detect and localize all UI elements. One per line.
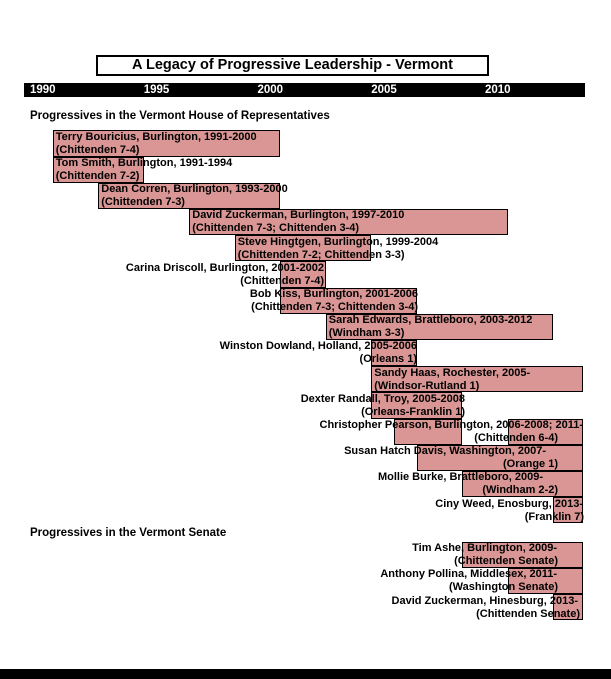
entry-label-line2: (Washington Senate) xyxy=(449,581,558,594)
timeline-bar xyxy=(553,497,583,524)
timeline-bar xyxy=(371,392,463,419)
entry-label-line2: (Chittenden 7-2; Chittenden 3-3) xyxy=(237,248,405,261)
entry-label-line1: Susan Hatch Davis, Washington, 2007- xyxy=(344,445,546,458)
entry-label-line1: Mollie Burke, Brattleboro, 2009- xyxy=(377,471,543,484)
section-header-senate: Progressives in the Vermont Senate xyxy=(30,527,227,539)
entry-label-line2: (Windsor-Rutland 1) xyxy=(374,379,480,392)
entry-label-line2: (Orleans 1) xyxy=(359,353,417,366)
timeline-bar xyxy=(280,287,417,314)
entry-label-line2: (Chittenden 7-3; Chittenden 3-4) xyxy=(192,222,360,235)
entry-label-line2: (Orange 1) xyxy=(502,458,558,471)
entry-label-line1: Ciny Weed, Enosburg, 2013- xyxy=(435,497,583,510)
entry-label-line1: Anthony Pollina, Middlesex, 2011- xyxy=(380,568,557,581)
timeline-bar xyxy=(52,130,281,157)
axis-year-label: 2005 xyxy=(371,84,397,96)
entry-label-line2: (Chittenden 6-4) xyxy=(474,432,558,444)
entry-label-line2: (Windham 3-3) xyxy=(328,327,405,340)
entry-label-line2: (Orleans-Franklin 1) xyxy=(361,405,465,418)
timeline-bar xyxy=(189,209,508,236)
timeline-bar xyxy=(280,261,326,288)
axis-year-label: 2000 xyxy=(257,84,284,96)
timeline-bar xyxy=(507,418,583,445)
timeline-bar xyxy=(462,471,583,498)
entry-label-line2: (Windham 2-2) xyxy=(482,484,558,497)
entry-label-line2: (Chittenden Senate) xyxy=(454,555,558,568)
entry-label-line2: (Chittenden 7-4) xyxy=(55,143,140,156)
entry-label-line1: Steve Hingtgen, Burlington, 1999-2004 xyxy=(237,235,439,248)
entry-label-line2: (Chittenden 7-3; Chittenden 3-4) xyxy=(251,301,418,313)
entry-label-line1: Winston Dowland, Holland, 2005-2006 xyxy=(219,340,417,353)
entry-label-line1: Tim Ashe, Burlington, 2009- xyxy=(412,542,557,555)
axis-year-label: 1990 xyxy=(30,84,56,96)
entry-label-line1: Tom Smith, Burlington, 1991-1994 xyxy=(55,157,233,169)
entry-label-line1: Dexter Randall, Troy, 2005-2008 xyxy=(300,392,465,405)
entry-label-line1: Bob Kiss, Burlington, 2001-2006 xyxy=(249,288,418,300)
chart-title-box: A Legacy of Progressive Leadership - Ver… xyxy=(96,55,489,76)
entry-label-line2: (Franklin 7) xyxy=(524,510,584,523)
timeline-bar xyxy=(416,444,583,471)
entry-label-line1: Dean Corren, Burlington, 1993-2000 xyxy=(101,183,288,196)
timeline-bar xyxy=(371,366,583,393)
entry-label-line2: (Chittenden 7-4) xyxy=(240,274,324,287)
timeline-bar xyxy=(462,541,583,568)
axis-year-label: 1995 xyxy=(143,84,170,96)
bottom-border-bar xyxy=(0,669,611,679)
timeline-bar xyxy=(394,418,463,445)
chart-title: A Legacy of Progressive Leadership - Ver… xyxy=(132,57,453,73)
entry-label-line1: Sandy Haas, Rochester, 2005- xyxy=(374,366,531,379)
entry-label-line2: (Chittenden 7-2) xyxy=(55,170,140,182)
timeline-bar xyxy=(507,568,583,595)
entry-label-line1: Christopher Pearson, Burlington, 2006-20… xyxy=(319,419,583,431)
entry-label-line2: (Chittenden 7-3) xyxy=(101,196,185,209)
entry-label-line2: (Chittenden Senate) xyxy=(476,607,580,620)
timeline-bar xyxy=(325,313,554,340)
section-header-house: Progressives in the Vermont House of Rep… xyxy=(30,110,330,122)
timeline-bar xyxy=(553,594,583,621)
timeline-axis: 1990 1995 2000 2005 2010 xyxy=(24,83,585,97)
entry-label-line1: David Zuckerman, Burlington, 1997-2010 xyxy=(192,209,405,222)
entry-label-line1: David Zuckerman, Hinesburg, 2013- xyxy=(391,594,578,607)
entry-label-line1: Terry Bouricius, Burlington, 1991-2000 xyxy=(55,130,257,143)
timeline-bar xyxy=(52,156,144,183)
timeline-bar xyxy=(98,182,281,209)
timeline-bar xyxy=(234,235,372,262)
entry-label-line1: Carina Driscoll, Burlington, 2001-2002 xyxy=(125,261,324,274)
timeline-bar xyxy=(371,340,417,367)
axis-year-label: 2010 xyxy=(485,84,511,96)
entry-label-line1: Sarah Edwards, Brattleboro, 2003-2012 xyxy=(328,314,533,327)
